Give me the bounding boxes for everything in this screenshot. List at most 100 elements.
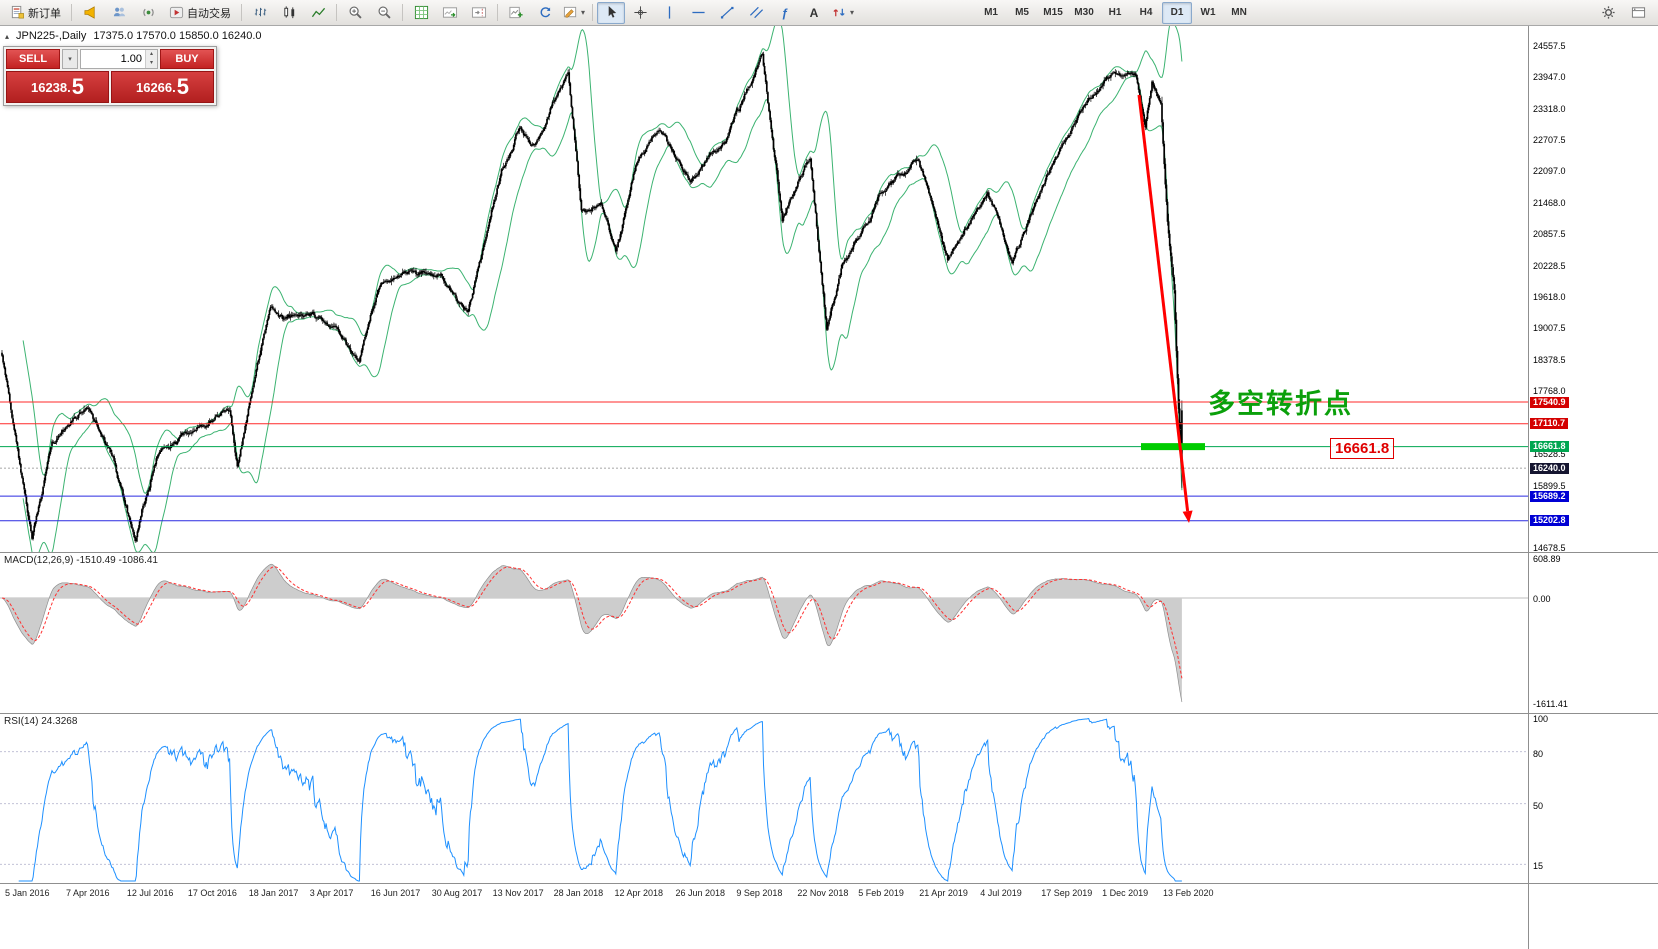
ask-pip: 5 xyxy=(176,74,189,99)
settings-button[interactable] xyxy=(1594,2,1622,24)
toolbar: 新订单 自动交易 ▾ ƒ A ▾ M1 M5 M15 M30 H1 H4 D1 W1 MN xyxy=(0,0,1658,26)
fibonacci-tool-button[interactable]: ƒ xyxy=(771,2,799,24)
bar-chart-button[interactable] xyxy=(246,2,274,24)
auto-trading-button[interactable]: 自动交易 xyxy=(163,2,237,24)
collapse-icon[interactable]: ▴ xyxy=(5,31,10,41)
bid-price-button[interactable]: 16238. 5 xyxy=(6,71,109,103)
horizontal-line-tool-button[interactable] xyxy=(684,2,712,24)
price-tag-17540.9: 17540.9 xyxy=(1530,396,1569,408)
date-label: 9 Sep 2018 xyxy=(736,888,783,898)
crosshair-icon xyxy=(633,5,648,20)
vertical-line-tool-button[interactable] xyxy=(655,2,683,24)
date-label: 26 Jun 2018 xyxy=(675,888,726,898)
price-tag-16240.0: 16240.0 xyxy=(1530,462,1569,474)
price-scale-label: 22707.5 xyxy=(1533,134,1566,145)
ask-main: 16266. xyxy=(135,79,176,95)
timeframe-m5-button[interactable]: M5 xyxy=(1015,7,1029,18)
macd-scale-label: 0.00 xyxy=(1533,593,1551,604)
template-icon xyxy=(563,5,578,20)
panel-separator xyxy=(0,883,1658,884)
annotation-text[interactable]: 多空转折点 xyxy=(1208,389,1353,419)
timeframe-d1-button[interactable]: D1 xyxy=(1162,1,1193,24)
play-icon xyxy=(169,5,184,20)
line-chart-icon xyxy=(311,5,326,20)
volume-up-button[interactable]: ▴ xyxy=(146,50,157,59)
trend-arrow[interactable] xyxy=(1137,94,1190,512)
timeframe-m30-button[interactable]: M30 xyxy=(1074,7,1094,18)
new-order-icon xyxy=(10,5,25,20)
channel-icon xyxy=(749,5,764,20)
zoom-in-button[interactable] xyxy=(341,2,369,24)
price-scale-label: 18378.5 xyxy=(1533,354,1566,365)
macd-panel-plot[interactable] xyxy=(0,552,1528,713)
candlestick-button[interactable] xyxy=(275,2,303,24)
toolbar-right-group xyxy=(1594,2,1652,24)
volume-input[interactable] xyxy=(81,50,145,68)
auto-scroll-button[interactable] xyxy=(436,2,464,24)
buy-button[interactable]: BUY xyxy=(160,49,214,69)
timeframe-m15-button[interactable]: M15 xyxy=(1043,7,1063,18)
zoom-out-button[interactable] xyxy=(370,2,398,24)
volume-down-button[interactable]: ▾ xyxy=(146,59,157,68)
price-scale[interactable]: 24557.5 23947.0 23318.0 22707.5 22097.0 21468… xyxy=(1528,26,1658,949)
timeframe-h4-button[interactable]: H4 xyxy=(1139,7,1153,18)
rsi-scale-label: 100 xyxy=(1533,714,1549,724)
channel-tool-button[interactable] xyxy=(742,2,770,24)
price-scale-label: 23318.0 xyxy=(1533,103,1566,114)
rsi-panel-plot[interactable] xyxy=(0,713,1528,883)
crosshair-tool-button[interactable] xyxy=(626,2,654,24)
templates-button[interactable]: ▾ xyxy=(560,2,588,24)
new-order-button[interactable]: 新订单 xyxy=(4,2,67,24)
separator xyxy=(336,4,337,21)
ohlc-values: 17375.0 17570.0 15850.0 16240.0 xyxy=(93,30,262,42)
price-scale-label: 14678.5 xyxy=(1533,542,1566,553)
macd-indicator-label: MACD(12,26,9) -1510.49 -1086.41 xyxy=(4,555,158,566)
time-axis[interactable]: 5 Jan 2016 7 Apr 2016 12 Jul 2016 17 Oct 20… xyxy=(0,883,1528,909)
text-tool-button[interactable]: A xyxy=(800,2,828,24)
chart-shift-button[interactable] xyxy=(465,2,493,24)
date-label: 1 Dec 2019 xyxy=(1102,888,1149,898)
price-scale-label: 22097.0 xyxy=(1533,166,1566,176)
main-chart-plot[interactable] xyxy=(0,26,1528,552)
date-label: 30 Aug 2017 xyxy=(431,888,483,898)
alerts-button[interactable] xyxy=(76,2,104,24)
date-label: 16 Jun 2017 xyxy=(370,888,421,898)
chart-properties-button[interactable] xyxy=(1624,2,1652,24)
timeframe-h1-button[interactable]: H1 xyxy=(1108,7,1122,18)
ask-price-button[interactable]: 16266. 5 xyxy=(111,71,214,103)
arrows-icon xyxy=(832,5,847,20)
macd-scale-label: 608.89 xyxy=(1533,553,1561,564)
price-tag-16661.8: 16661.8 xyxy=(1530,441,1569,453)
timeframe-m1-button[interactable]: M1 xyxy=(984,7,998,18)
separator xyxy=(402,4,403,21)
arrows-tool-button[interactable]: ▾ xyxy=(829,2,857,24)
fibonacci-icon: ƒ xyxy=(781,5,789,20)
price-scale-label: 17768.0 xyxy=(1533,385,1566,396)
candles-icon xyxy=(282,5,297,20)
cursor-icon xyxy=(604,5,619,20)
new-chart-button[interactable] xyxy=(502,2,530,24)
timeframe-mn-button[interactable]: MN xyxy=(1231,7,1247,18)
date-label: 5 Jan 2016 xyxy=(5,888,50,898)
line-chart-button[interactable] xyxy=(304,2,332,24)
panel-separator[interactable] xyxy=(0,713,1658,714)
price-tag-17110.7: 17110.7 xyxy=(1530,418,1569,430)
periods-button[interactable] xyxy=(531,2,559,24)
price-flag-label[interactable]: 16661.8 xyxy=(1330,438,1395,459)
tile-windows-button[interactable] xyxy=(407,2,435,24)
community-button[interactable] xyxy=(105,2,133,24)
price-scale-label: 21468.0 xyxy=(1533,197,1566,208)
signals-button[interactable] xyxy=(134,2,162,24)
order-type-dropdown[interactable]: ▾ xyxy=(62,49,78,69)
text-tool-icon: A xyxy=(809,5,819,20)
new-chart-icon xyxy=(508,5,524,20)
date-label: 17 Oct 2016 xyxy=(187,888,237,898)
separator xyxy=(71,4,72,21)
timeframe-w1-button[interactable]: W1 xyxy=(1200,7,1216,18)
sell-button[interactable]: SELL xyxy=(6,49,60,69)
bid-pip: 5 xyxy=(71,74,84,99)
date-label: 12 Apr 2018 xyxy=(614,888,664,898)
trendline-tool-button[interactable] xyxy=(713,2,741,24)
panel-separator[interactable] xyxy=(0,552,1658,553)
cursor-tool-button[interactable] xyxy=(597,1,626,24)
